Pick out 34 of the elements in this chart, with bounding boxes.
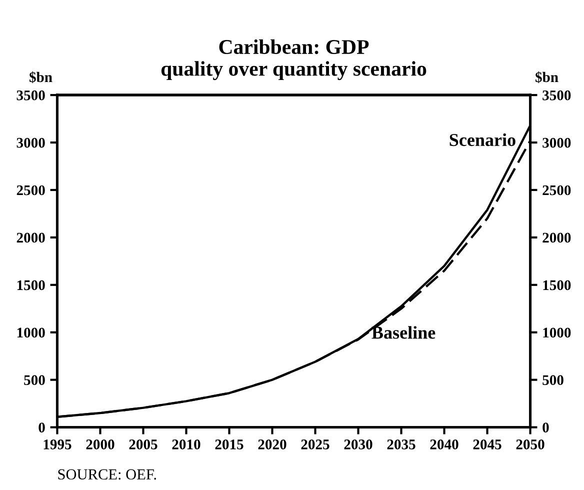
y-tick-label: 1000: [17, 328, 45, 338]
series-label: Baseline: [372, 326, 436, 339]
x-tick-label: 2045: [473, 440, 502, 450]
y-tick-label: 0: [38, 422, 45, 432]
y-tick-label: 2500: [16, 185, 45, 196]
x-tick-label: 2050: [516, 440, 544, 450]
y2-tick-label: 2500: [542, 185, 571, 196]
x-tick-label: 2040: [430, 440, 458, 450]
x-tick-label: 2005: [129, 440, 158, 450]
y-axis-title: $bn: [30, 71, 52, 84]
x-tick-label: 2035: [387, 440, 416, 450]
y2-tick-label: 3000: [542, 138, 571, 148]
series-label: Scenario: [450, 133, 516, 146]
x-tick-label: 2015: [215, 440, 244, 450]
source-note: SOURCE: OEF.: [58, 469, 156, 480]
y2-tick-label: 2000: [542, 232, 571, 243]
x-tick-label: 2000: [86, 440, 114, 450]
x-tick-label: 2025: [301, 440, 330, 450]
y2-axis-title: $bn: [536, 71, 558, 84]
x-tick-label: 2010: [172, 440, 200, 450]
y2-tick-label: 1000: [543, 328, 571, 338]
x-tick-label: 2030: [344, 440, 372, 450]
y2-tick-label: 1500: [543, 280, 571, 290]
y-tick-label: 500: [24, 375, 45, 386]
chart-title: Caribbean: GDP quality over quantity scenario: [161, 39, 426, 80]
y2-tick-label: 0: [542, 422, 549, 432]
x-tick-label: 1995: [44, 440, 72, 450]
y-tick-label: 3500: [16, 90, 45, 100]
y2-tick-label: 3500: [542, 90, 571, 100]
x-tick-label: 2020: [258, 440, 286, 450]
y2-tick-label: 500: [542, 375, 564, 386]
y-tick-label: 1500: [17, 280, 45, 290]
y-tick-label: 2000: [16, 232, 45, 243]
y-tick-label: 3000: [16, 138, 45, 148]
